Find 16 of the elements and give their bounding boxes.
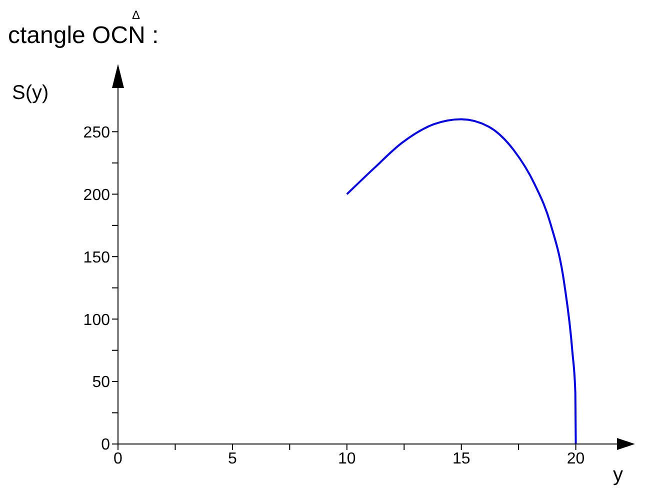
x-tick-label: 15 [452, 450, 470, 468]
y-tick-label: 50 [92, 374, 110, 392]
text: Δ [132, 8, 140, 22]
x-tick-label: 0 [114, 450, 123, 468]
y-tick-label: 150 [83, 249, 110, 266]
x-tick-label: 5 [228, 450, 237, 468]
y-tick-label: 200 [83, 186, 110, 204]
x-tick-label: 10 [338, 450, 356, 468]
line-series [346, 118, 577, 444]
x-tick-label: 20 [566, 450, 585, 468]
y-tick-label: 250 [83, 124, 110, 142]
y-tick-label: 100 [83, 312, 110, 329]
y-tick-label: 0 [101, 436, 110, 454]
y-axis-title: S(y) [12, 82, 49, 105]
x-axis-title: y [613, 464, 623, 487]
chart-title: ctangle OCN : [8, 22, 159, 50]
